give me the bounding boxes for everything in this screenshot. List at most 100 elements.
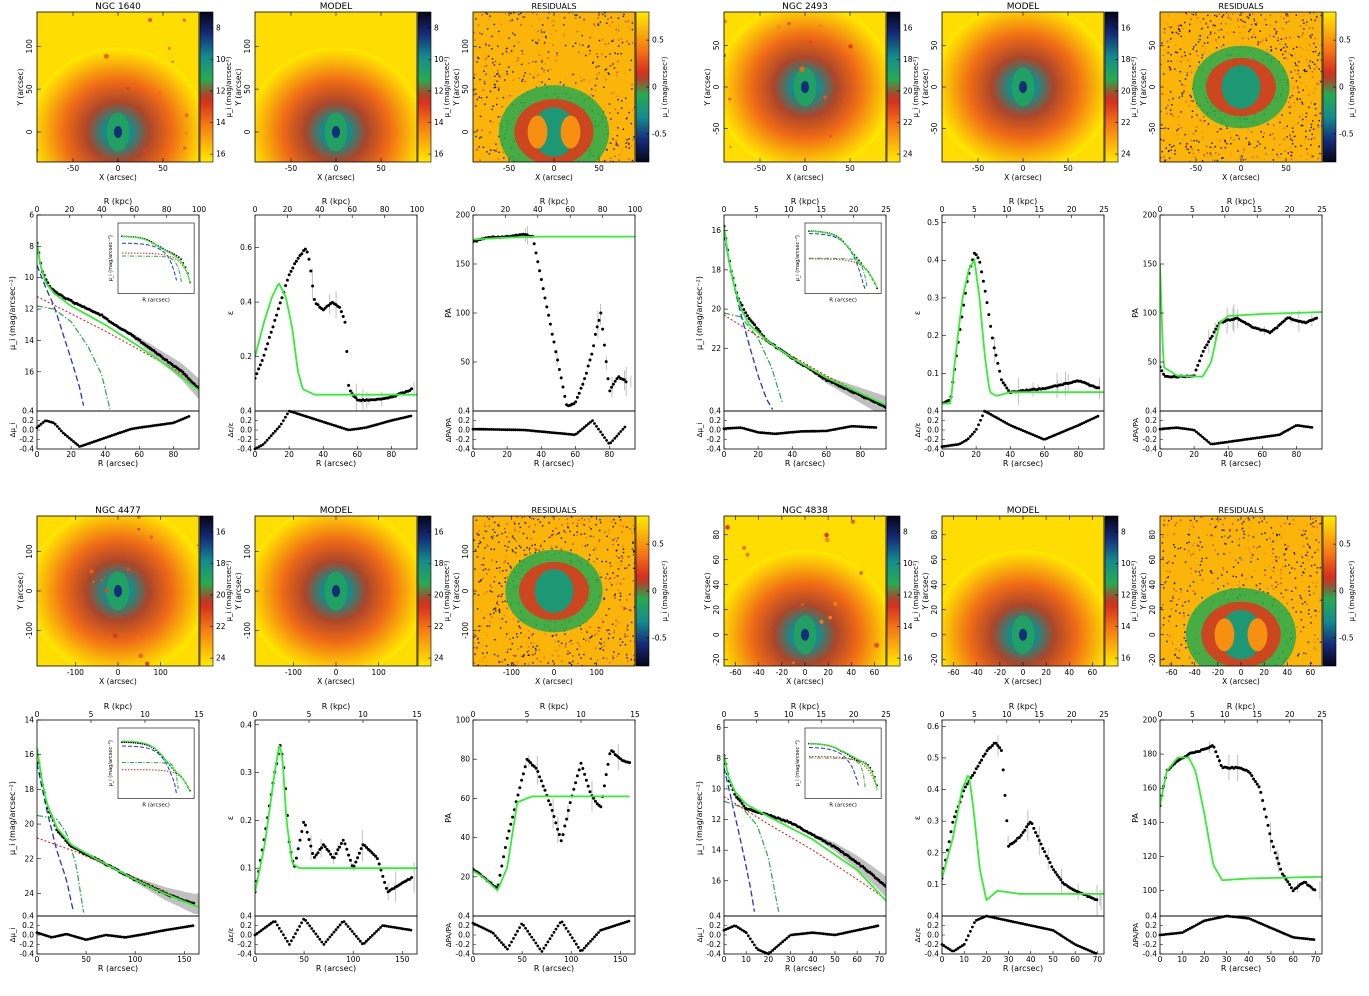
residual-point [575,943,578,946]
x-tick-label: 100 [153,668,168,677]
residual-point [585,944,588,947]
residual-speckle [508,66,509,67]
data-point [324,845,327,848]
residual-speckle [564,17,565,18]
data-point [518,786,521,789]
residual-speckle [610,143,611,144]
residual-speckle [626,41,627,42]
x-tick-label: 100 [346,955,361,964]
kpc-tick-label: 15 [1034,205,1044,214]
residual-speckle [1279,144,1280,145]
residual-speckle [621,53,622,54]
eps-plot-area [254,248,418,414]
residual-speckle [1290,147,1291,148]
residual-speckle [536,645,537,646]
residual-speckle [1313,51,1314,52]
residual-speckle [1313,93,1314,94]
foreground-star [183,147,186,150]
residual-speckle [506,536,507,537]
residual-speckle [1314,64,1315,65]
residual-speckle [565,646,566,647]
residual-speckle [1182,139,1183,140]
residual-speckle [485,565,486,566]
residual-speckle [1223,44,1224,45]
kpc-tick-label: 40 [315,205,325,214]
residual-speckle [1251,131,1252,132]
pa-axis-label: PA [1131,308,1140,318]
residual-speckle [1297,99,1298,100]
residual-speckle [484,104,485,105]
residual-speckle [521,50,522,51]
y-axis-label: Y (arcsec) [234,572,243,610]
model-map [247,12,425,217]
data-point [975,253,978,256]
residual-speckle [565,541,566,542]
residual-speckle [478,626,479,627]
residual-speckle [1201,121,1202,122]
residual-speckle [555,641,556,642]
residual-speckle [502,53,503,54]
residual-speckle [1267,124,1268,125]
residual-speckle [1199,39,1200,40]
residual-speckle [1212,159,1213,160]
residual-speckle [503,157,504,158]
residual-speckle [540,29,541,30]
y-tick-label: 50 [243,84,252,94]
residual-tick-label: 0.4 [240,912,252,921]
residual-speckle [1171,61,1172,62]
residual-speckle [1264,159,1265,160]
residual-speckle [1186,101,1187,102]
residual-speckle [1195,156,1196,157]
residual-speckle [530,62,531,63]
residual-speckle [604,645,605,646]
residual-speckle [587,544,588,545]
colorbar-tick-label: 22 [434,622,444,631]
residual-speckle [475,93,476,94]
kpc-tick-label: 20 [501,205,511,214]
residual-speckle [1230,143,1231,144]
residual-speckle [550,546,551,547]
x-tick-label: 0 [552,164,557,173]
residual-speckle [556,634,557,635]
colorbar-tick-label: 14 [216,118,226,127]
residual-speckle [624,72,625,73]
residual-speckle [490,621,491,622]
residual-speckle [1175,52,1176,53]
residual-speckle [1319,106,1320,107]
residual-speckle [544,42,545,43]
residual-speckle [627,142,628,143]
data-point [605,773,608,776]
residual-speckle [518,60,519,61]
foreground-star [143,149,146,152]
residual-speckle [544,633,545,634]
residual-point [272,432,275,435]
residual-speckle [1214,25,1215,26]
residual-speckle [596,548,597,549]
residual-speckle [1236,135,1237,136]
residual-speckle [553,25,554,26]
residual-point [524,927,527,930]
residual-speckle [1272,149,1273,150]
residual-speckle [483,537,484,538]
residual-speckle [498,158,499,159]
residual-speckle [503,97,504,98]
y-tick-label: 0 [930,84,939,89]
data-point [317,303,320,306]
residual-tick-label: 0.4 [927,407,939,416]
data-point [580,387,583,390]
foreground-star [90,569,94,573]
residual-speckle [595,85,596,86]
residual-point [1097,415,1100,418]
residual-speckle [1220,129,1221,130]
residual-speckle [509,632,510,633]
residual-speckle [530,538,531,539]
residual-speckle [507,563,508,564]
residual-speckle [574,81,575,82]
residual-point [304,919,307,922]
data-point [540,278,543,281]
residual-speckle [1202,160,1203,161]
residual-speckle [614,92,615,93]
residual-speckle [1295,57,1296,58]
residual-speckle [1290,97,1291,98]
